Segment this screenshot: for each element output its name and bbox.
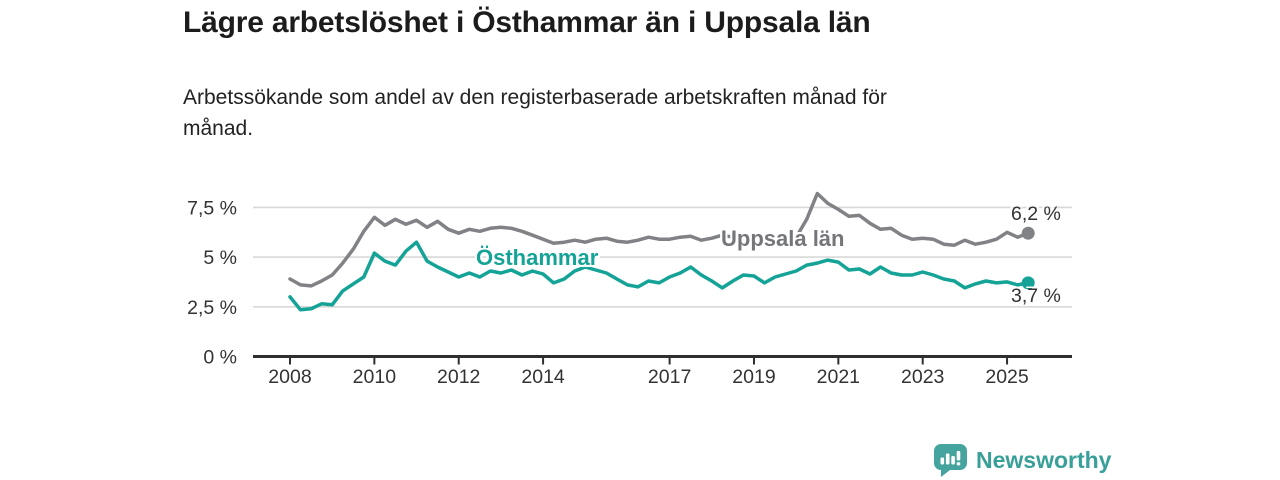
series-line-uppsala-lan — [288, 191, 1030, 288]
x-axis-label: 2025 — [985, 366, 1029, 388]
chart-title: Lägre arbetslöshet i Östhammar än i Upps… — [183, 6, 871, 39]
y-axis-label: 0 % — [203, 347, 237, 369]
x-axis-label: 2021 — [817, 366, 860, 388]
chart-subtitle: Arbetssökande som andel av den registerb… — [183, 82, 887, 144]
x-axis-label: 2023 — [901, 366, 944, 388]
series-label-uppsala-lan: Uppsala län — [721, 226, 845, 251]
x-axis-label: 2017 — [648, 366, 691, 388]
end-value-osthammar: 3,7 % — [1011, 285, 1061, 307]
series-label-osthammar: Östhammar — [476, 245, 599, 270]
series-line-osthammar — [288, 240, 1030, 312]
series-end-dot-osthammar — [1021, 276, 1035, 290]
end-value-uppsala-lan: 6,2 % — [1011, 203, 1061, 225]
x-axis-label: 2008 — [268, 366, 311, 388]
y-axis-label: 5 % — [203, 247, 237, 269]
x-axis-label: 2019 — [732, 366, 775, 388]
x-axis-label: 2014 — [521, 366, 565, 388]
newsworthy-logo-icon — [934, 444, 967, 477]
series-end-dot-uppsala-lan — [1021, 226, 1035, 240]
newsworthy-logo: Newsworthy — [933, 444, 1111, 477]
y-axis-label: 2,5 % — [187, 297, 237, 319]
chart-subtitle-line-1: Arbetssökande som andel av den registerb… — [183, 86, 887, 109]
x-axis-label: 2012 — [437, 366, 480, 388]
newsworthy-wordmark: Newsworthy — [976, 447, 1112, 473]
chart-subtitle-line-2: månad. — [183, 117, 254, 140]
y-axis-label: 7,5 % — [187, 197, 237, 219]
x-axis-label: 2010 — [353, 366, 397, 388]
